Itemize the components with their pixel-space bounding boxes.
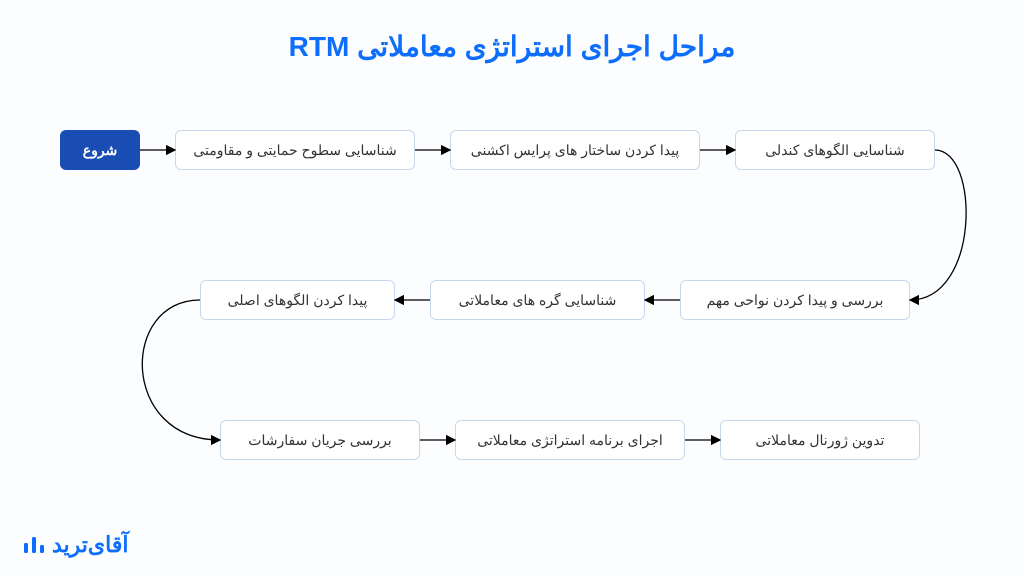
brand-logo-icon [22, 533, 46, 557]
node-n7: بررسی جریان سفارشات [220, 420, 420, 460]
node-start: شروع [60, 130, 140, 170]
diagram-title: مراحل اجرای استراتژی معاملاتی RTM [0, 30, 1024, 63]
node-n8: اجرای برنامه استراتژی معاملاتی [455, 420, 685, 460]
node-n4: بررسی و پیدا کردن نواحی مهم [680, 280, 910, 320]
node-n9: تدوین ژورنال معاملاتی [720, 420, 920, 460]
node-n6: پیدا کردن الگوهای اصلی [200, 280, 395, 320]
node-n5: شناسایی گره های معاملاتی [430, 280, 645, 320]
brand-logo-text: آقای‌ترید [52, 532, 128, 558]
node-n1: شناسایی سطوح حمایتی و مقاومتی [175, 130, 415, 170]
node-n2: پیدا کردن ساختار های پرایس اکشنی [450, 130, 700, 170]
node-n3: شناسایی الگوهای کندلی [735, 130, 935, 170]
brand-logo: آقای‌ترید [22, 532, 128, 558]
